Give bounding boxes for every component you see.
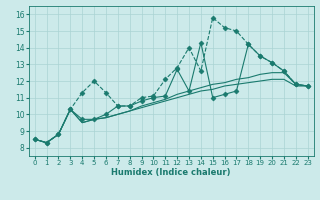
X-axis label: Humidex (Indice chaleur): Humidex (Indice chaleur) (111, 168, 231, 177)
